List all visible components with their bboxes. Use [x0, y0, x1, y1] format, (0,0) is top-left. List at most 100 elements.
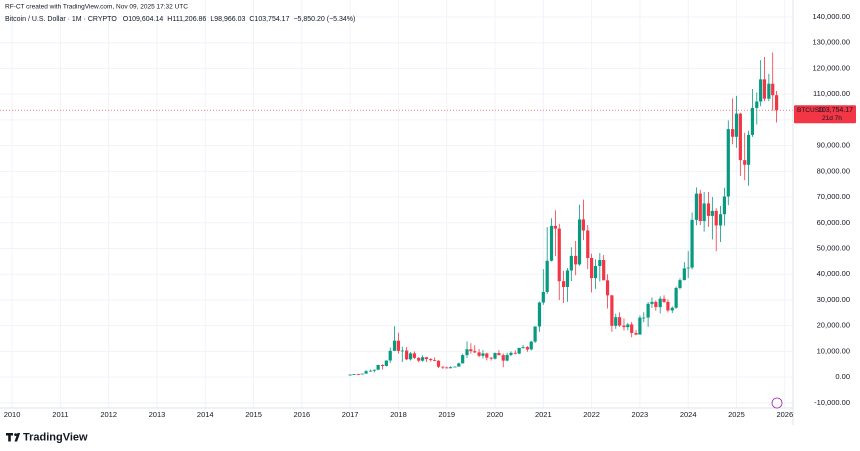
candle-body	[674, 287, 678, 308]
candle-body	[690, 219, 694, 268]
candle-body	[465, 349, 469, 356]
candle-body	[388, 350, 392, 361]
candle-body	[469, 349, 473, 352]
candle-body	[436, 360, 441, 367]
candle-body	[441, 366, 445, 368]
candle-body	[557, 228, 561, 282]
y-tick-label: 30,000.00	[817, 295, 850, 304]
candle-body	[755, 101, 759, 108]
x-tick-label: 2010	[4, 410, 21, 419]
y-tick-label: 70,000.00	[817, 192, 850, 201]
candle-body	[630, 324, 634, 333]
candle-body	[670, 307, 674, 311]
candle-body	[590, 258, 594, 279]
candle-body	[384, 360, 388, 366]
candle-body	[424, 357, 429, 360]
candle-body	[485, 353, 489, 358]
x-tick-label: 2022	[583, 410, 600, 419]
y-tick-label: 0.00	[835, 372, 850, 381]
y-tick-label: 90,000.00	[817, 141, 850, 150]
candle-body	[364, 371, 368, 374]
y-tick-label: 60,000.00	[817, 218, 850, 227]
axes: -10,000.00 0.00 10,000.00 20,000.00 30,000.0…	[0, 0, 856, 425]
candle-body	[549, 225, 554, 261]
candle-body	[453, 366, 457, 368]
chart-title: Bitcoin / U.S. Dollar · 1M · CRYPTO	[5, 16, 117, 23]
candle-body	[731, 129, 735, 137]
y-tick-label: 40,000.00	[817, 269, 850, 278]
candle-body	[602, 259, 606, 281]
candle-body	[541, 291, 545, 303]
y-tick-label: 110,000.00	[813, 89, 850, 98]
candle-body	[396, 340, 401, 351]
candle-body	[360, 373, 364, 375]
candle-body	[445, 367, 449, 369]
candle-body	[429, 359, 433, 361]
candle-body	[525, 347, 529, 350]
candle-body	[646, 303, 650, 318]
brand-logo: TradingView	[6, 431, 88, 443]
candle-body	[710, 210, 714, 216]
candle-body	[477, 352, 481, 356]
attribution: RF-CT created with TradingView.com, Nov …	[5, 4, 188, 11]
brand-icon-dot	[14, 433, 17, 436]
ohlc-legend: O109,604.14 H111,206.86 L98,966.03 C103,754…	[123, 16, 356, 23]
candle-body	[372, 369, 376, 371]
candle-body	[694, 193, 699, 220]
candle-body	[561, 281, 566, 287]
candle-body	[626, 324, 630, 328]
x-tick-label: 2013	[149, 410, 166, 419]
candle-body	[577, 219, 582, 265]
candle-body	[553, 225, 557, 229]
candle-body	[457, 363, 461, 367]
x-tick-label: 2021	[535, 410, 552, 419]
ohlc-value: C103,754.17	[249, 16, 289, 23]
ohlc-value: L98,966.03	[210, 16, 245, 23]
ohlc-value: −5,850.20 (−5.34%)	[293, 16, 355, 23]
candle-body	[686, 267, 690, 269]
symbol-label: BTCUSD	[797, 107, 824, 114]
candle-body	[593, 266, 598, 279]
candle-body	[533, 326, 537, 342]
x-tick-label: 2017	[342, 410, 359, 419]
candle-body	[702, 203, 706, 222]
last-price-label: 103,754.17	[818, 107, 853, 114]
candle-body	[405, 350, 409, 360]
candle-body	[408, 353, 413, 360]
candle-body	[356, 374, 360, 375]
y-tick-label: 20,000.00	[817, 321, 850, 330]
candle-body	[759, 79, 763, 102]
candle-body	[638, 317, 642, 335]
last-price-box	[794, 105, 856, 124]
candle-body	[634, 332, 638, 335]
candle-body	[762, 79, 767, 99]
candle-body	[537, 302, 542, 327]
candle-body	[743, 160, 747, 165]
candle-body	[489, 357, 493, 359]
candle-body	[774, 95, 779, 111]
x-tick-label: 2025	[728, 410, 745, 419]
candle-body	[598, 259, 602, 267]
candle-body	[586, 230, 590, 259]
candle-body	[565, 270, 570, 287]
candle-body	[348, 374, 352, 376]
candle-body	[545, 260, 549, 292]
countdown: 21d 7h	[822, 115, 842, 122]
candle-body	[380, 364, 385, 366]
x-tick-label: 2016	[293, 410, 310, 419]
candle-body	[513, 352, 517, 354]
goto-realtime-icon[interactable]	[771, 397, 783, 409]
candle-body	[767, 83, 771, 99]
candle-body	[493, 353, 497, 359]
x-tick-label: 2023	[632, 410, 649, 419]
candle-body	[521, 347, 525, 348]
candle-body	[734, 113, 739, 137]
x-tick-label: 2014	[197, 410, 214, 419]
x-tick-label: 2015	[245, 410, 262, 419]
candle-body	[666, 301, 670, 311]
candle-body	[714, 210, 718, 226]
brand-icon	[6, 433, 21, 442]
candle-body	[497, 353, 501, 356]
